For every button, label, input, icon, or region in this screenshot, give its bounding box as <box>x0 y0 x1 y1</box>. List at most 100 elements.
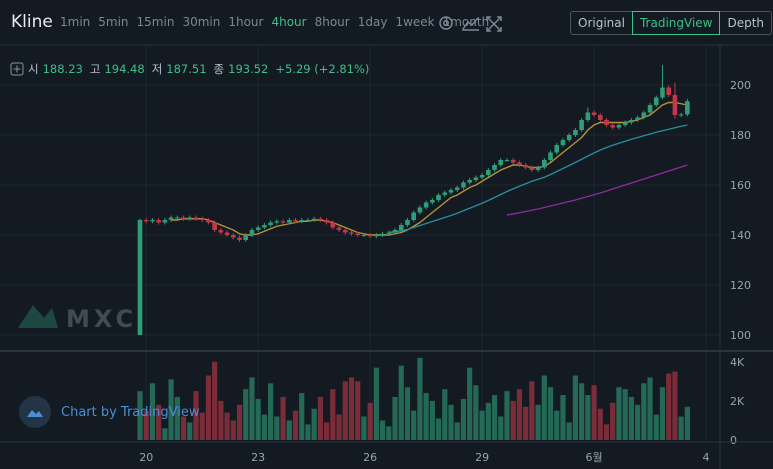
candle-body <box>249 230 255 235</box>
volume-bar <box>635 404 641 440</box>
volume-bar <box>255 398 261 440</box>
interval-option[interactable]: 4hour <box>271 15 307 29</box>
indicator-icon[interactable] <box>462 17 479 31</box>
volume-bar <box>224 412 230 440</box>
settings-icon[interactable] <box>439 16 453 30</box>
interval-option[interactable]: 5min <box>98 15 129 29</box>
volume-bar <box>510 400 516 440</box>
candle-body <box>367 235 373 237</box>
volume-bar <box>442 389 448 440</box>
title: Kline <box>11 12 53 32</box>
attribution[interactable]: Chart by TradingView <box>19 396 199 428</box>
legend-label: 시 <box>28 62 39 76</box>
volume-bar <box>435 418 442 440</box>
candle-body <box>324 220 329 223</box>
candle-body <box>498 160 504 165</box>
candle-body <box>510 160 516 163</box>
candle-body <box>473 177 479 180</box>
volume-bar <box>193 391 199 440</box>
candle-body <box>560 140 566 145</box>
candle-body <box>641 112 647 118</box>
volume-tick-label: 2K <box>730 395 745 408</box>
volume-bar <box>249 377 255 440</box>
interval-option[interactable]: 30min <box>182 15 221 29</box>
watermark-text: MXC <box>66 305 137 333</box>
volume-bar <box>156 404 162 440</box>
candle-body <box>597 115 603 120</box>
legend-label: 저 <box>151 62 163 76</box>
legend-value: 193.52 <box>228 62 269 76</box>
view-option[interactable]: Depth <box>719 11 773 35</box>
candle-body <box>492 165 497 170</box>
candle-body <box>467 180 472 183</box>
volume-bar <box>162 428 168 440</box>
candle-body <box>436 195 441 200</box>
volume-bar <box>274 416 280 440</box>
y-tick-label: 180 <box>730 129 751 142</box>
candle-body <box>666 87 671 95</box>
candle-body <box>454 187 460 190</box>
interval-option[interactable]: 8hour <box>314 15 350 29</box>
candle-body <box>604 120 609 125</box>
candle-body <box>286 220 292 223</box>
moving-average-line <box>171 101 688 236</box>
candle-body <box>504 160 510 161</box>
candle-body <box>448 190 454 193</box>
candle-body <box>479 175 485 178</box>
interval-option[interactable]: 1min <box>60 15 91 29</box>
candle-body <box>187 217 193 219</box>
candle-body <box>349 232 354 234</box>
view-switch: Original TradingView Depth <box>570 11 773 35</box>
cloud-icon <box>27 410 43 417</box>
interval-option[interactable]: 1day <box>357 15 388 29</box>
candle-body <box>262 225 267 228</box>
volume-bar <box>678 416 684 440</box>
watermark: MXC <box>18 305 137 333</box>
volume-bar <box>653 414 659 440</box>
y-tick-label: 140 <box>730 229 751 242</box>
candle-body <box>175 217 180 219</box>
volume-bar <box>324 422 330 440</box>
volume-bar <box>641 383 647 440</box>
candle-body <box>517 162 522 165</box>
candle-body <box>591 112 597 115</box>
candle-body <box>293 220 298 222</box>
candle-body <box>398 225 404 230</box>
view-option[interactable]: TradingView <box>631 11 721 35</box>
candle-body <box>162 220 168 223</box>
interval-option[interactable]: 1hour <box>228 15 264 29</box>
candle-body <box>672 95 678 115</box>
volume-bar <box>547 387 554 440</box>
view-option[interactable]: Original <box>570 11 633 35</box>
candle-body <box>156 220 161 223</box>
volume-bar <box>523 406 529 440</box>
volume-bar <box>361 416 367 440</box>
volume-bar <box>628 396 634 440</box>
volume-bar <box>460 398 467 440</box>
interval-option[interactable]: 15min <box>136 15 175 29</box>
attribution-icon <box>19 396 51 428</box>
candle-body <box>653 97 659 105</box>
volume-bar <box>330 389 336 440</box>
interval-option[interactable]: 1week <box>395 15 435 29</box>
volume-bar <box>398 365 404 440</box>
candle-body <box>361 235 367 236</box>
moving-average-line <box>388 124 688 234</box>
volume-bar <box>174 396 180 440</box>
volume-bar <box>187 422 193 440</box>
volume-bar <box>305 424 311 440</box>
volume-bar <box>404 387 411 440</box>
candle-body <box>554 145 560 153</box>
candle-body <box>380 233 385 235</box>
fullscreen-icon[interactable] <box>486 16 502 32</box>
volume-bar <box>585 395 591 440</box>
volume-bar <box>379 420 386 440</box>
ohlc-legend: 시 188.23 고 194.48 저 187.51 종 193.52 +5.2… <box>10 61 372 77</box>
volume-bar <box>342 381 348 440</box>
candle-body <box>311 218 317 220</box>
volume-bar <box>566 422 572 440</box>
volume-bar <box>280 396 286 440</box>
candle-body <box>342 230 348 233</box>
legend-toggle[interactable] <box>10 62 24 76</box>
